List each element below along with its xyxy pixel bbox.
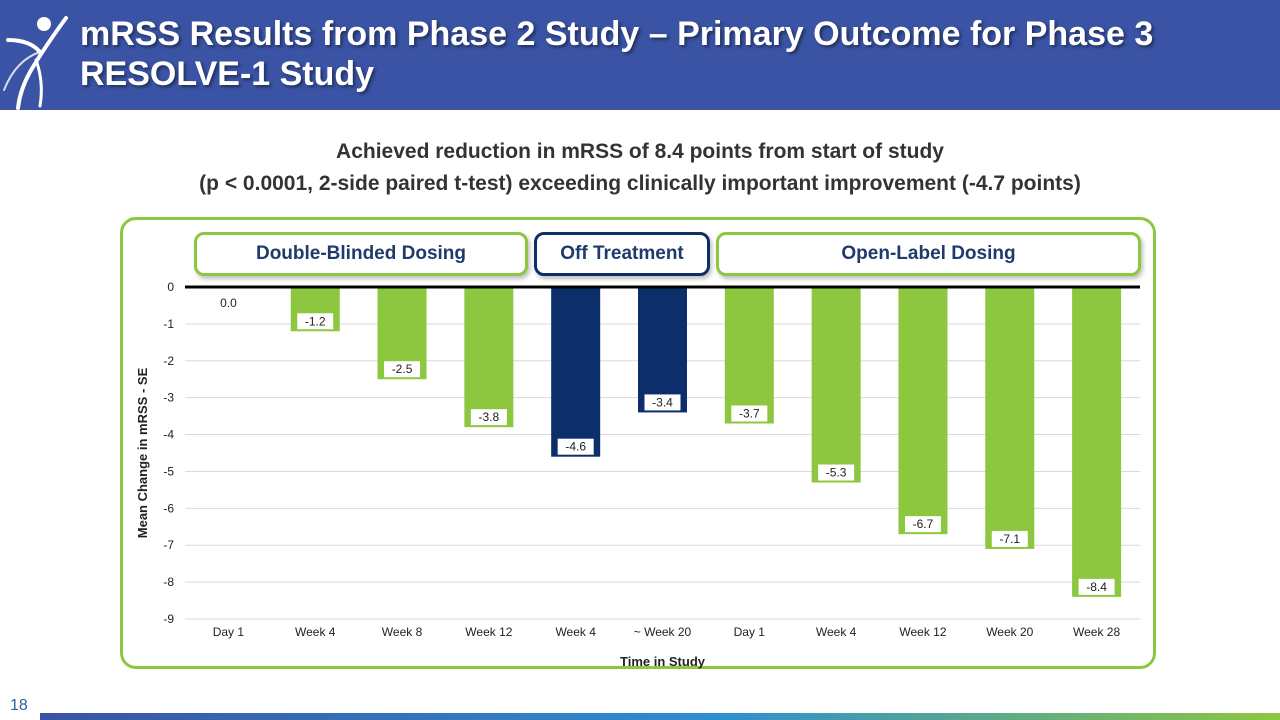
phase-label-off-treatment: Off Treatment <box>534 232 710 276</box>
data-label: -6.7 <box>913 517 934 531</box>
y-tick-label: -1 <box>163 317 174 331</box>
data-label: -3.7 <box>739 406 760 420</box>
phase-label-double-blinded: Double-Blinded Dosing <box>194 232 528 276</box>
y-tick-label: -8 <box>163 575 174 589</box>
data-label: -1.2 <box>305 314 326 328</box>
x-tick-label: Week 4 <box>816 625 857 639</box>
y-tick-label: -2 <box>163 354 174 368</box>
bar <box>985 287 1035 549</box>
y-axis-title: Mean Change in mRSS - SE <box>135 367 150 538</box>
data-label-box <box>731 405 768 422</box>
y-tick-label: -4 <box>163 428 174 442</box>
y-tick-label: -3 <box>163 391 174 405</box>
subtitle-line-1: Achieved reduction in mRSS of 8.4 points… <box>336 140 944 163</box>
bar <box>551 287 601 457</box>
page-number: 18 <box>10 697 28 714</box>
bar <box>638 287 687 413</box>
bar <box>898 287 948 535</box>
x-tick-label: Week 8 <box>382 625 423 639</box>
y-tick-label: -7 <box>163 538 174 552</box>
data-label-box <box>818 464 855 481</box>
x-tick-label: Day 1 <box>734 625 766 639</box>
footer-bar <box>40 713 1280 720</box>
bar <box>811 287 861 483</box>
y-tick-label: -6 <box>163 501 174 515</box>
data-label: -8.4 <box>1086 580 1107 594</box>
x-tick-label: Week 12 <box>899 625 946 639</box>
x-tick-label: Week 4 <box>555 625 596 639</box>
x-tick-label: Week 20 <box>986 625 1033 639</box>
data-label: -4.6 <box>565 440 586 454</box>
bar <box>1072 287 1122 597</box>
x-tick-label: ~ Week 20 <box>634 625 692 639</box>
person-logo-icon <box>3 16 68 110</box>
y-tick-label: -5 <box>163 464 174 478</box>
title-bar: mRSS Results from Phase 2 Study – Primar… <box>0 0 1280 110</box>
y-tick-label: 0 <box>167 280 174 294</box>
data-label: -5.3 <box>826 466 847 480</box>
x-tick-label: Week 28 <box>1073 625 1120 639</box>
subtitle-line-2: (p < 0.0001, 2-side paired t-test) excee… <box>199 172 1081 195</box>
slide-title: mRSS Results from Phase 2 Study – Primar… <box>80 15 1154 93</box>
y-tick-label: -9 <box>163 612 174 626</box>
data-label: 0.0 <box>220 296 237 310</box>
data-label-box <box>297 313 334 330</box>
x-tick-label: Week 12 <box>465 625 512 639</box>
data-label-box <box>384 361 421 378</box>
data-label-box <box>991 530 1028 547</box>
data-label: -3.4 <box>652 395 673 409</box>
data-label-box <box>904 516 941 533</box>
data-label-box <box>557 438 594 455</box>
data-label-box <box>1078 578 1115 595</box>
data-label-box <box>644 394 681 411</box>
phase-label-open-label: Open-Label Dosing <box>716 232 1141 276</box>
x-axis-title: Time in Study <box>620 654 706 669</box>
bar <box>724 287 774 424</box>
data-label: -7.1 <box>999 532 1020 546</box>
bar <box>464 287 514 428</box>
data-label: -2.5 <box>392 362 413 376</box>
data-label: -3.8 <box>479 410 500 424</box>
x-tick-label: Week 4 <box>295 625 336 639</box>
data-label-box <box>470 409 507 426</box>
x-tick-label: Day 1 <box>213 625 245 639</box>
